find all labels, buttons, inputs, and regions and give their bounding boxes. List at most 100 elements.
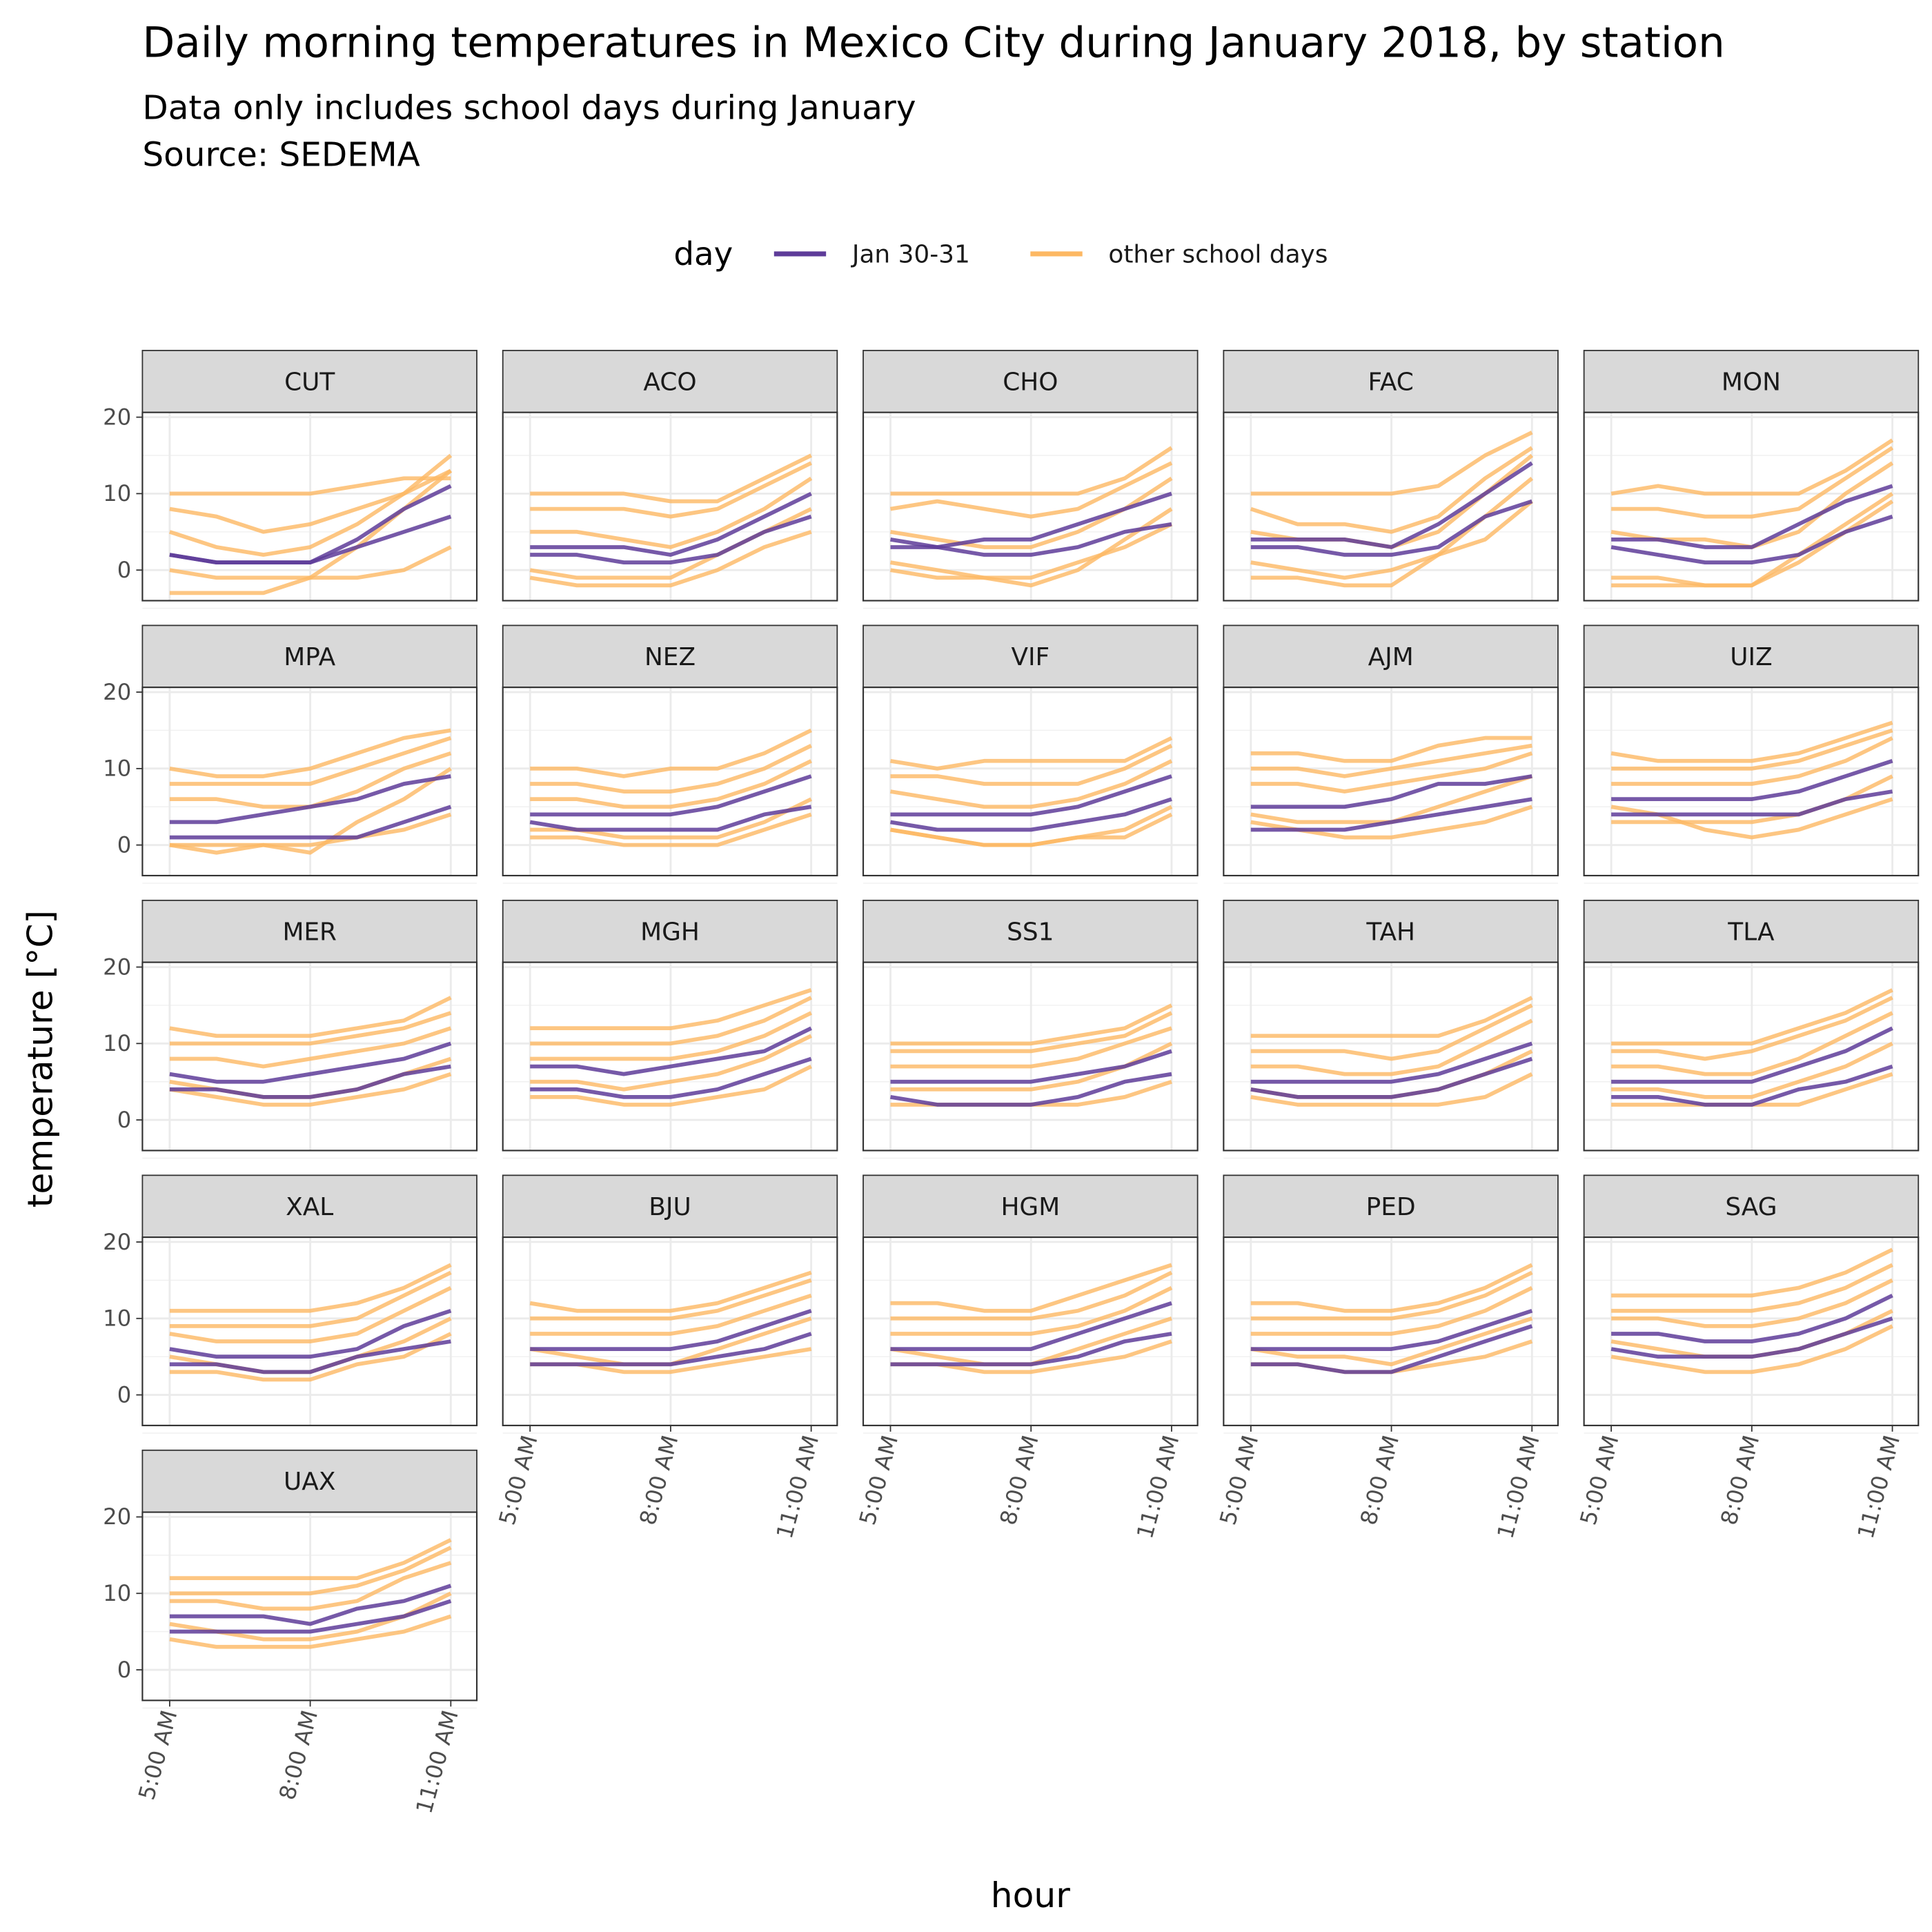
series-line-other-school-days <box>169 1285 452 1343</box>
facet-strip <box>141 899 477 963</box>
series-line-jan-30-31 <box>890 522 1172 557</box>
series-line-jan-30-31 <box>530 774 812 817</box>
y-tick-label: 0 <box>117 1657 132 1683</box>
x-tick-label: 5:00 AM <box>854 1432 903 1528</box>
y-tick-label: 10 <box>103 480 131 506</box>
series-line-jan-30-31 <box>890 1301 1172 1351</box>
series-line-other-school-days <box>1611 728 1893 771</box>
facet-strip-label: PED <box>1366 1193 1416 1221</box>
series-line-other-school-days <box>1611 491 1894 588</box>
series-line-other-school-days <box>1611 1041 1893 1099</box>
panel-border <box>1223 961 1559 1152</box>
series-line-other-school-days <box>530 744 812 793</box>
y-tick-label: 10 <box>103 1580 131 1606</box>
series-line-other-school-days <box>529 530 812 588</box>
series-line-other-school-days <box>169 1546 452 1596</box>
x-tick-label: 11:00 AM <box>1853 1432 1905 1541</box>
facet-strip-label: TAH <box>1366 918 1415 946</box>
series-line-jan-30-31 <box>169 1041 452 1084</box>
facet-strip-label: HGM <box>1000 1193 1060 1221</box>
panel-border <box>1223 411 1559 602</box>
series-line-other-school-days <box>890 1003 1173 1046</box>
series-line-jan-30-31 <box>890 1332 1172 1367</box>
series-line-other-school-days <box>530 988 812 1031</box>
facet-hgm: HGM 5:00 AM 8:00 AM 11:00 AM <box>854 1174 1199 1541</box>
series-line-jan-30-31 <box>1611 484 1893 549</box>
facet-strip-label: MON <box>1722 368 1781 396</box>
y-axis-title: temperature [°C] <box>19 910 60 1208</box>
series-line-other-school-days <box>1611 988 1893 1046</box>
facet-strip <box>862 624 1199 689</box>
series-line-jan-30-31 <box>530 491 812 557</box>
facet-strip-label: SS1 <box>1007 918 1054 946</box>
x-axis-title: hour <box>991 1875 1070 1915</box>
panel-border <box>141 1236 478 1426</box>
facet-strip-label: SAG <box>1725 1193 1777 1221</box>
series-line-jan-30-31 <box>529 805 812 832</box>
series-line-other-school-days <box>890 1270 1173 1321</box>
series-line-jan-30-31 <box>1611 759 1893 802</box>
series-line-other-school-days <box>530 1011 812 1061</box>
facet-strip-label: ACO <box>643 368 696 396</box>
x-tick-label: 5:00 AM <box>1575 1432 1624 1528</box>
series-line-jan-30-31 <box>530 1056 812 1099</box>
series-line-other-school-days <box>890 1026 1172 1069</box>
series-line-jan-30-31 <box>890 1072 1172 1107</box>
facet-strip <box>141 1449 477 1513</box>
series-line-jan-30-31 <box>530 1308 812 1351</box>
x-tick-label: 11:00 AM <box>1132 1432 1184 1541</box>
facet-bju: BJU 5:00 AM 8:00 AM 11:00 AM <box>494 1174 838 1541</box>
series-line-jan-30-31 <box>169 1584 452 1626</box>
series-line-other-school-days <box>530 461 812 519</box>
series-line-jan-30-31 <box>1250 797 1532 832</box>
y-tick-label: 10 <box>103 1305 131 1332</box>
series-line-other-school-days <box>169 1614 452 1649</box>
chart-subtitle-line-2: Source: SEDEMA <box>142 136 420 175</box>
facet-cho: CHO <box>862 350 1199 609</box>
facet-strip-label: FAC <box>1368 368 1413 396</box>
series-line-other-school-days <box>890 736 1173 771</box>
facet-strip <box>1583 350 1920 413</box>
series-line-other-school-days <box>1611 1248 1893 1298</box>
series-line-other-school-days <box>530 759 812 809</box>
facet-xal: XAL 0 10 20 <box>103 1174 478 1434</box>
facet-ped: PED 5:00 AM 8:00 AM 11:00 AM <box>1214 1174 1559 1541</box>
series-line-other-school-days <box>530 996 812 1046</box>
series-line-other-school-days <box>530 1034 812 1092</box>
facet-fac: FAC <box>1223 350 1559 609</box>
series-line-other-school-days <box>890 461 1173 519</box>
series-line-jan-30-31 <box>169 514 452 564</box>
facet-strip <box>502 899 838 963</box>
panel-border <box>1223 687 1559 877</box>
series-line-other-school-days <box>169 1332 452 1382</box>
series-line-jan-30-31 <box>1250 499 1533 557</box>
series-line-other-school-days <box>169 469 452 557</box>
facet-mer: MER 0 10 20 <box>103 899 478 1159</box>
series-line-other-school-days <box>169 1561 452 1611</box>
facet-strip <box>862 899 1199 963</box>
facet-strip <box>502 624 838 689</box>
series-line-jan-30-31 <box>890 774 1172 817</box>
facet-nez: NEZ <box>502 624 838 884</box>
x-tick-label: 8:00 AM <box>1355 1432 1404 1528</box>
series-line-jan-30-31 <box>530 1332 812 1367</box>
panel-border <box>502 687 838 877</box>
series-line-other-school-days <box>530 476 813 549</box>
series-line-other-school-days <box>1611 996 1893 1061</box>
facet-strip <box>141 350 477 413</box>
chart-subtitle-line-1: Data only includes school days during Ja… <box>142 88 916 127</box>
x-tick-label: 8:00 AM <box>1715 1432 1764 1528</box>
series-line-other-school-days <box>1250 1285 1533 1336</box>
series-line-other-school-days <box>1611 1263 1893 1313</box>
x-tick-label: 11:00 AM <box>771 1432 824 1541</box>
series-line-other-school-days <box>530 1293 812 1336</box>
panel-border <box>1583 411 1920 602</box>
facet-strip <box>1223 624 1559 689</box>
facet-ajm: AJM <box>1223 624 1559 884</box>
series-line-other-school-days <box>1250 743 1532 778</box>
series-line-jan-30-31 <box>169 1308 452 1359</box>
series-line-jan-30-31 <box>1250 774 1532 809</box>
series-line-other-school-days <box>530 453 812 504</box>
x-tick-label: 8:00 AM <box>274 1708 323 1803</box>
y-tick-label: 10 <box>103 1030 131 1056</box>
